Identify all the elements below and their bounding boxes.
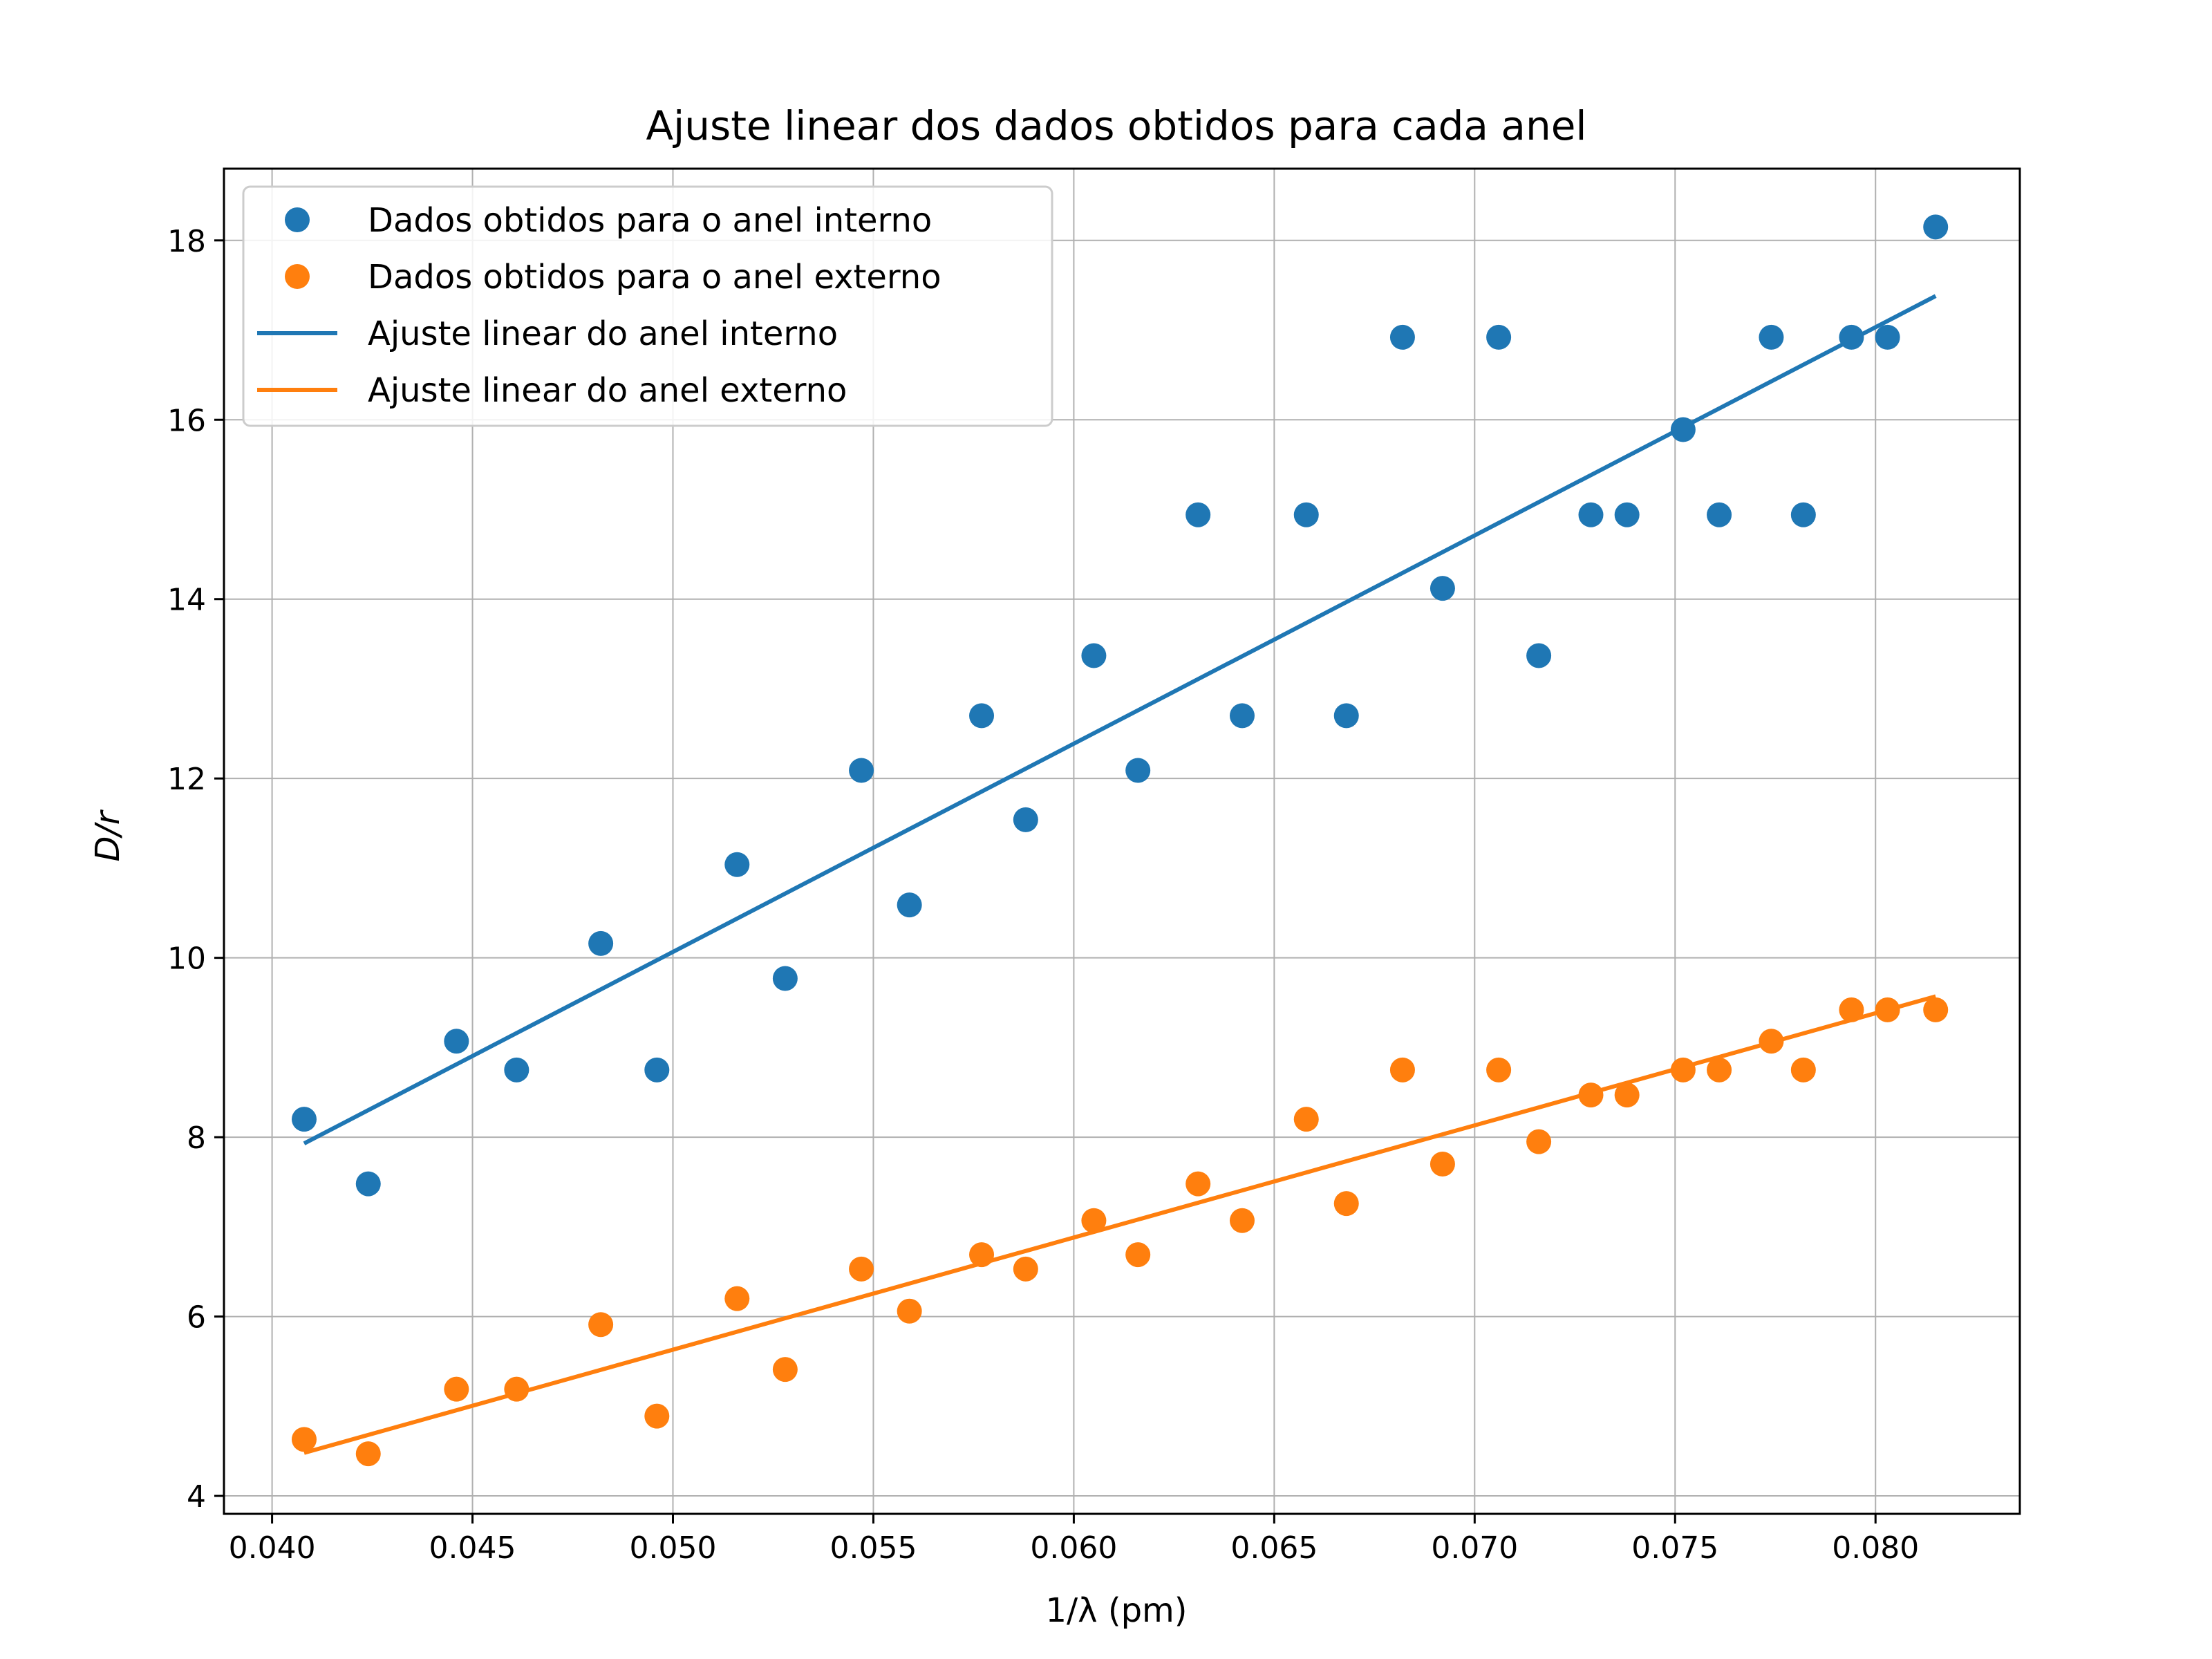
- data-point-series-1: [1013, 1256, 1038, 1282]
- x-tick-label: 0.060: [1030, 1530, 1117, 1566]
- data-point-series-1: [1526, 1129, 1552, 1154]
- data-point-series-0: [291, 1107, 317, 1132]
- legend-entry-label: Dados obtidos para o anel interno: [368, 201, 932, 240]
- data-point-series-0: [1923, 214, 1949, 240]
- data-point-series-1: [1389, 1057, 1415, 1082]
- x-tick-label: 0.050: [630, 1530, 717, 1566]
- data-point-series-1: [1081, 1208, 1107, 1233]
- data-point-series-1: [897, 1298, 922, 1324]
- data-point-series-0: [1578, 502, 1604, 527]
- data-point-series-1: [1125, 1242, 1151, 1268]
- data-point-series-0: [1759, 324, 1784, 350]
- data-point-series-0: [1875, 324, 1900, 350]
- y-tick-label: 4: [187, 1479, 206, 1515]
- fit-line-3: [303, 994, 1937, 1455]
- data-point-series-0: [1389, 324, 1415, 350]
- x-tick-label: 0.065: [1230, 1530, 1318, 1566]
- y-tick-label: 14: [167, 583, 206, 618]
- y-axis-label: D/r: [88, 809, 127, 861]
- data-point-series-1: [1614, 1082, 1640, 1108]
- legend-entry-label: Dados obtidos para o anel externo: [368, 258, 941, 297]
- data-point-series-0: [897, 892, 922, 918]
- y-tick-label: 6: [187, 1300, 206, 1335]
- data-point-series-1: [355, 1441, 381, 1467]
- data-point-series-1: [1578, 1082, 1604, 1108]
- y-tick-label: 8: [187, 1121, 206, 1156]
- data-point-series-1: [504, 1376, 529, 1402]
- legend-entry-label: Ajuste linear do anel externo: [368, 371, 847, 410]
- legend-box: [242, 185, 1053, 427]
- data-point-series-1: [1333, 1191, 1359, 1217]
- data-point-series-0: [772, 966, 798, 991]
- chart-title: Ajuste linear dos dados obtidos para cad…: [646, 102, 1586, 149]
- data-point-series-1: [772, 1357, 798, 1382]
- data-point-series-0: [1790, 502, 1816, 527]
- data-point-series-0: [1430, 576, 1455, 601]
- data-point-series-1: [1923, 997, 1949, 1022]
- data-point-series-1: [444, 1376, 469, 1402]
- x-axis-label: 1/λ (pm): [1045, 1591, 1187, 1630]
- plot-frame: [223, 167, 2021, 1515]
- data-point-series-1: [588, 1312, 614, 1338]
- data-point-series-1: [1839, 997, 1864, 1022]
- data-point-series-0: [1229, 703, 1255, 729]
- x-tick-label: 0.075: [1631, 1530, 1718, 1566]
- data-point-series-1: [1759, 1029, 1784, 1054]
- x-tick-label: 0.070: [1431, 1530, 1518, 1566]
- data-point-series-1: [1486, 1057, 1512, 1082]
- legend: Dados obtidos para o anel interno Dados o…: [242, 185, 1053, 427]
- data-point-series-0: [355, 1171, 381, 1197]
- data-point-series-1: [1670, 1057, 1696, 1082]
- data-point-series-0: [1526, 643, 1552, 668]
- data-point-series-1: [1790, 1057, 1816, 1082]
- data-point-series-0: [1081, 643, 1107, 668]
- x-tick-label: 0.080: [1832, 1530, 1919, 1566]
- data-point-series-1: [724, 1286, 750, 1311]
- data-point-series-1: [1229, 1208, 1255, 1233]
- data-point-series-0: [1839, 324, 1864, 350]
- data-point-series-0: [1293, 502, 1319, 527]
- data-point-series-1: [969, 1242, 995, 1268]
- data-point-series-1: [1293, 1107, 1319, 1132]
- data-point-series-0: [1486, 324, 1512, 350]
- y-tick-label: 18: [167, 224, 206, 259]
- data-point-series-0: [1670, 417, 1696, 442]
- data-point-series-0: [724, 852, 750, 877]
- y-tick-label: 12: [167, 762, 206, 797]
- fit-line-2: [303, 294, 1937, 1145]
- data-point-series-0: [1013, 807, 1038, 832]
- data-point-series-1: [1430, 1152, 1455, 1177]
- data-point-series-1: [1707, 1057, 1732, 1082]
- data-point-series-0: [1125, 758, 1151, 783]
- data-point-series-0: [1333, 703, 1359, 729]
- x-tick-label: 0.045: [429, 1530, 516, 1566]
- y-tick-label: 10: [167, 941, 206, 977]
- fit-lines: [303, 294, 1937, 1455]
- data-point-series-0: [849, 758, 874, 783]
- data-point-series-0: [444, 1029, 469, 1054]
- data-point-series-0: [1185, 502, 1211, 527]
- data-point-series-1: [291, 1427, 317, 1452]
- data-point-series-1: [1875, 997, 1900, 1022]
- data-point-series-0: [1707, 502, 1732, 527]
- y-tick-label: 16: [167, 403, 206, 438]
- data-points: [291, 214, 1949, 1467]
- data-point-series-0: [1614, 502, 1640, 527]
- x-tick-label: 0.040: [229, 1530, 316, 1566]
- legend-marker-swatch: [285, 207, 310, 232]
- legend-marker-swatch: [285, 264, 310, 289]
- axis-ticks: 0.040 0.045 0.050 0.055 0.060 0.065 0.070 0.075…: [167, 224, 1919, 1566]
- data-point-series-1: [849, 1256, 874, 1282]
- data-point-series-0: [644, 1057, 670, 1082]
- legend-entry-label: Ajuste linear do anel interno: [368, 315, 838, 353]
- data-point-series-0: [969, 703, 995, 729]
- data-point-series-0: [588, 930, 614, 956]
- data-point-series-0: [504, 1057, 529, 1082]
- x-tick-label: 0.055: [830, 1530, 917, 1566]
- data-point-series-1: [644, 1403, 670, 1429]
- data-point-series-1: [1185, 1171, 1211, 1197]
